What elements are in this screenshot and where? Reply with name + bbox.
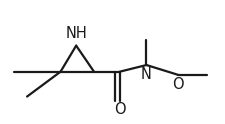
Text: NH: NH bbox=[65, 26, 87, 41]
Text: O: O bbox=[171, 77, 183, 92]
Text: O: O bbox=[113, 102, 125, 117]
Text: N: N bbox=[140, 67, 151, 82]
